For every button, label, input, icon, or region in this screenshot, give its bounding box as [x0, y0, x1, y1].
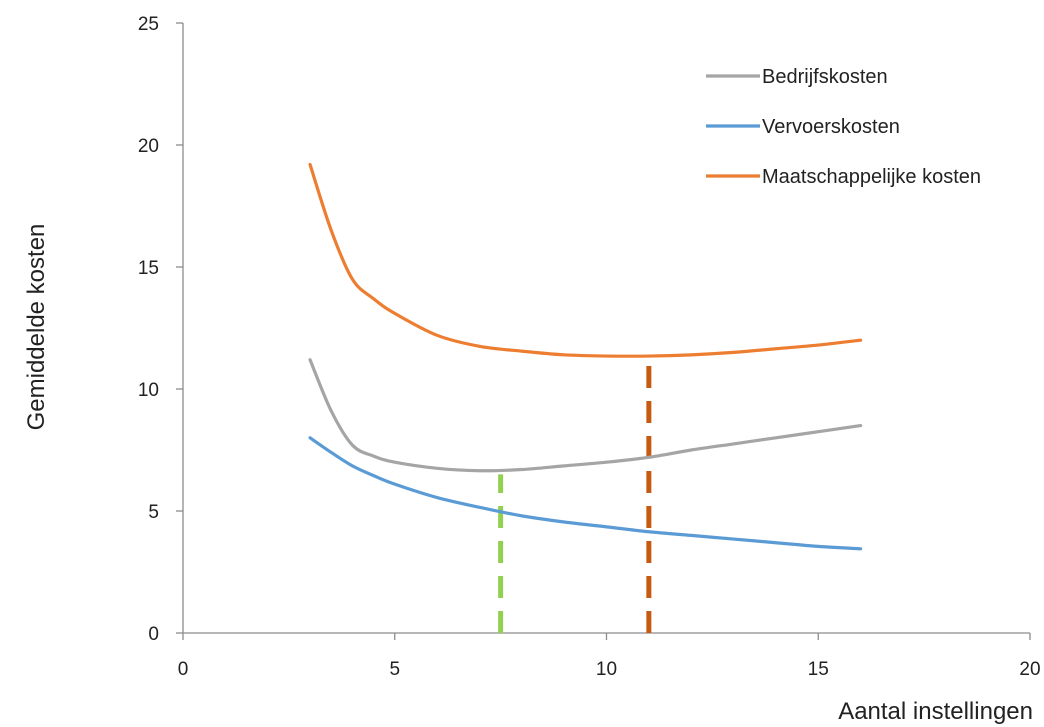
y-tick-label: 10 — [138, 380, 159, 401]
reference-lines — [498, 354, 652, 633]
series-line — [308, 358, 863, 473]
x-tick-label: 15 — [808, 659, 829, 680]
series-lines — [308, 162, 863, 551]
y-tick-label: 25 — [138, 14, 159, 35]
axes — [176, 22, 1031, 640]
y-tick-label: 15 — [138, 258, 159, 279]
x-axis-title: Aantal instellingen — [838, 698, 1033, 725]
legend: Bedrijfskosten Vervoerskosten Maatschappel… — [706, 66, 981, 188]
x-tick-label: 5 — [389, 659, 400, 680]
y-tick-label: 20 — [138, 136, 159, 157]
y-tick-label: 0 — [148, 624, 159, 645]
y-tick-label: 5 — [148, 502, 159, 523]
series-line — [308, 162, 863, 358]
y-axis-title: Gemiddelde kosten — [23, 224, 50, 431]
legend-label: Vervoerskosten — [762, 116, 900, 138]
x-tick-label: 20 — [1019, 659, 1040, 680]
legend-label: Maatschappelijke kosten — [762, 166, 981, 188]
x-tick-label: 10 — [596, 659, 617, 680]
x-tick-label: 0 — [178, 659, 189, 680]
legend-label: Bedrijfskosten — [762, 66, 888, 88]
series-line — [308, 436, 863, 551]
tick-labels: 0 5 10 15 20 25 0 5 10 15 20 — [138, 14, 1041, 680]
